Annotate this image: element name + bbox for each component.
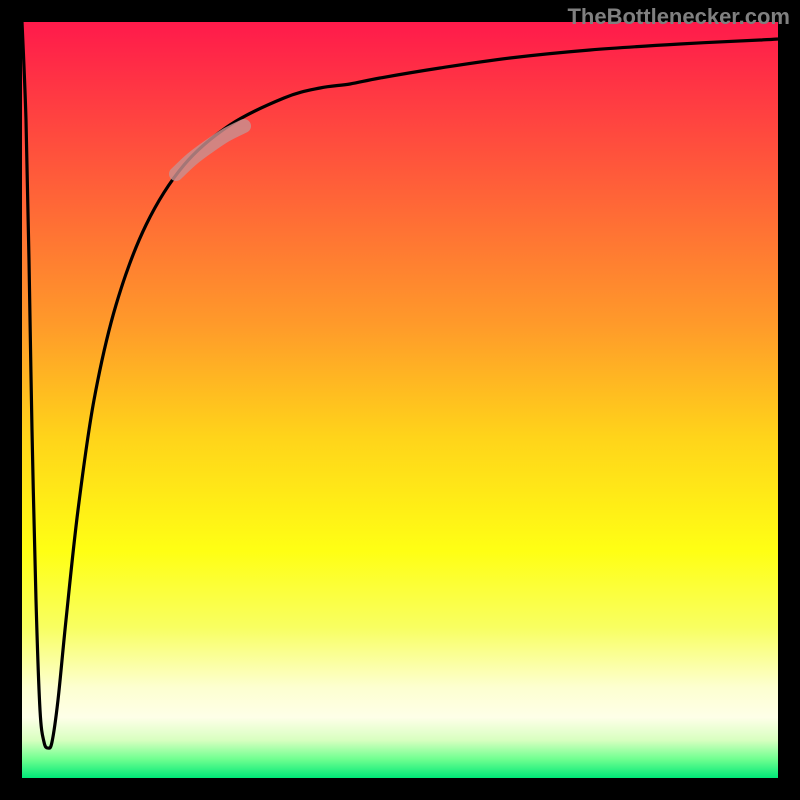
bottleneck-chart	[0, 0, 800, 800]
watermark-text: TheBottlenecker.com	[567, 4, 790, 30]
gradient-background	[22, 22, 778, 778]
chart-container: TheBottlenecker.com	[0, 0, 800, 800]
